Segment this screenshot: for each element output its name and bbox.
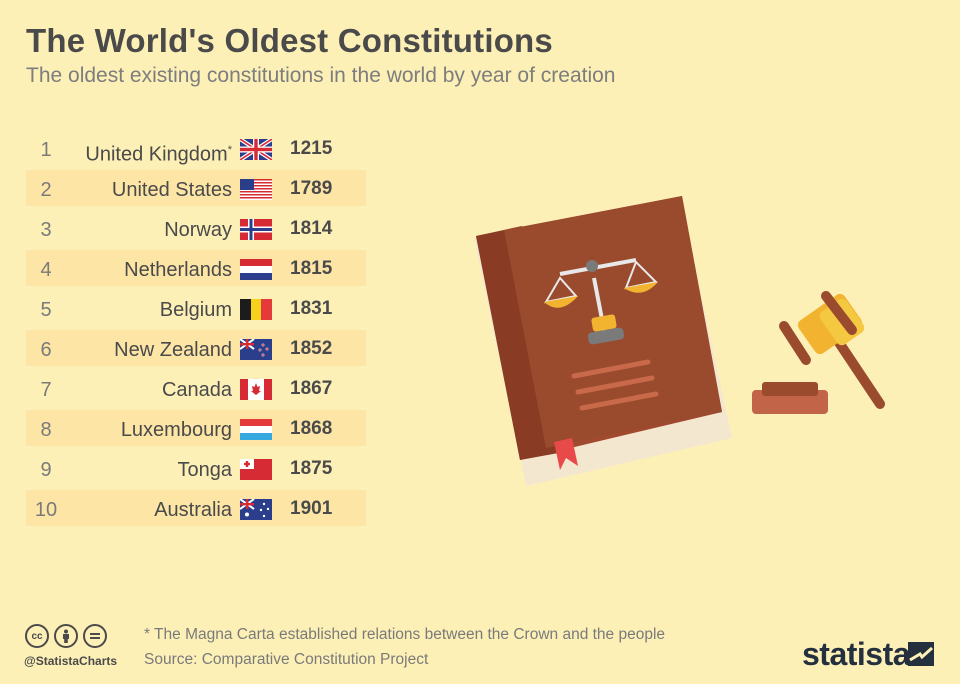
- footnote-marker: *: [227, 144, 232, 156]
- gb-flag-icon: [238, 137, 274, 162]
- country-label: United States: [112, 170, 232, 210]
- country-name: New Zealand: [114, 339, 232, 361]
- country-name: Netherlands: [124, 259, 232, 281]
- rank-label: 7: [40, 379, 52, 401]
- lu-flag-icon: [240, 419, 272, 440]
- country-label: New Zealand: [114, 330, 232, 370]
- year-value: 1852: [290, 338, 333, 359]
- be-flag-icon: [240, 299, 272, 320]
- year-value: 1215: [290, 138, 333, 159]
- country-label: Belgium: [160, 290, 232, 330]
- year-value: 1875: [290, 458, 333, 479]
- table-row: 2 United States 1789: [26, 170, 366, 206]
- statista-logo-icon: [908, 642, 934, 666]
- table-row: 5 Belgium 1831: [26, 290, 366, 326]
- rank-label: 6: [40, 339, 52, 361]
- country-label: United Kingdom*: [85, 130, 232, 175]
- rank-label: 3: [40, 219, 52, 241]
- year-value: 1868: [290, 418, 333, 439]
- table-row: 3 Norway 1814: [26, 210, 366, 246]
- rank-label: 5: [40, 299, 52, 321]
- table-row: 10 Australia 1901: [26, 490, 366, 526]
- au-flag-icon: [239, 498, 272, 520]
- statista-logo[interactable]: statista: [802, 636, 911, 672]
- year-value: 1815: [290, 258, 333, 279]
- table-row: 6 New Zealand 1852: [26, 330, 366, 366]
- rank-label: 1: [40, 139, 52, 161]
- constitution-illustration: [474, 196, 885, 486]
- country-label: Luxembourg: [121, 410, 232, 450]
- rank-label: 8: [40, 419, 52, 441]
- year-value: 1831: [290, 298, 333, 319]
- country-name: Belgium: [159, 299, 232, 321]
- rank-label: 2: [40, 179, 52, 201]
- country-name: Tonga: [177, 459, 233, 481]
- country-name: United Kingdom: [85, 143, 228, 166]
- country-name: Luxembourg: [120, 419, 232, 441]
- year-value: 1901: [290, 498, 333, 519]
- country-name: Canada: [161, 379, 232, 401]
- table-row: 4 Netherlands 1815: [26, 250, 366, 286]
- country-label: Netherlands: [124, 250, 232, 290]
- to-flag-icon: [240, 459, 272, 480]
- nl-flag-icon: [240, 259, 272, 280]
- table-row: 7 Canada 1867: [26, 370, 366, 406]
- chart-title: The World's Oldest Constitutions: [26, 22, 553, 59]
- country-name: United States: [111, 179, 232, 201]
- table-row: 1 United Kingdom* 1215: [26, 130, 366, 166]
- constitution-book-icon: [474, 196, 732, 486]
- by-icon: [54, 624, 78, 648]
- rank-label: 4: [40, 259, 52, 281]
- year-value: 1789: [290, 178, 333, 199]
- country-label: Australia: [154, 490, 232, 530]
- constitutions-table: 1 United Kingdom* 1215 2 United States 1789 3…: [26, 130, 366, 530]
- nd-icon: [83, 624, 107, 648]
- ca-flag-icon: [240, 379, 272, 400]
- country-label: Norway: [164, 210, 232, 250]
- us-flag-icon: [240, 179, 272, 200]
- cc-icon: cc: [25, 624, 49, 648]
- gavel-icon: [752, 291, 885, 414]
- footnote: * The Magna Carta established relations …: [144, 626, 666, 643]
- country-name: Australia: [154, 499, 232, 521]
- country-name: Norway: [164, 219, 232, 241]
- rank-label: 9: [40, 459, 52, 481]
- country-label: Tonga: [178, 450, 233, 490]
- chart-subtitle: The oldest existing constitutions in the…: [26, 64, 616, 87]
- statista-handle[interactable]: @StatistaCharts: [24, 654, 118, 668]
- nz-flag-icon: [239, 338, 272, 360]
- license-icons: cc: [25, 624, 107, 648]
- rank-label: 10: [34, 499, 58, 521]
- table-row: 9 Tonga 1875: [26, 450, 366, 486]
- year-value: 1814: [290, 218, 333, 239]
- source-note: Source: Comparative Constitution Project: [144, 651, 429, 668]
- table-row: 8 Luxembourg 1868: [26, 410, 366, 446]
- year-value: 1867: [290, 378, 333, 399]
- no-flag-icon: [240, 219, 272, 240]
- country-label: Canada: [162, 370, 232, 410]
